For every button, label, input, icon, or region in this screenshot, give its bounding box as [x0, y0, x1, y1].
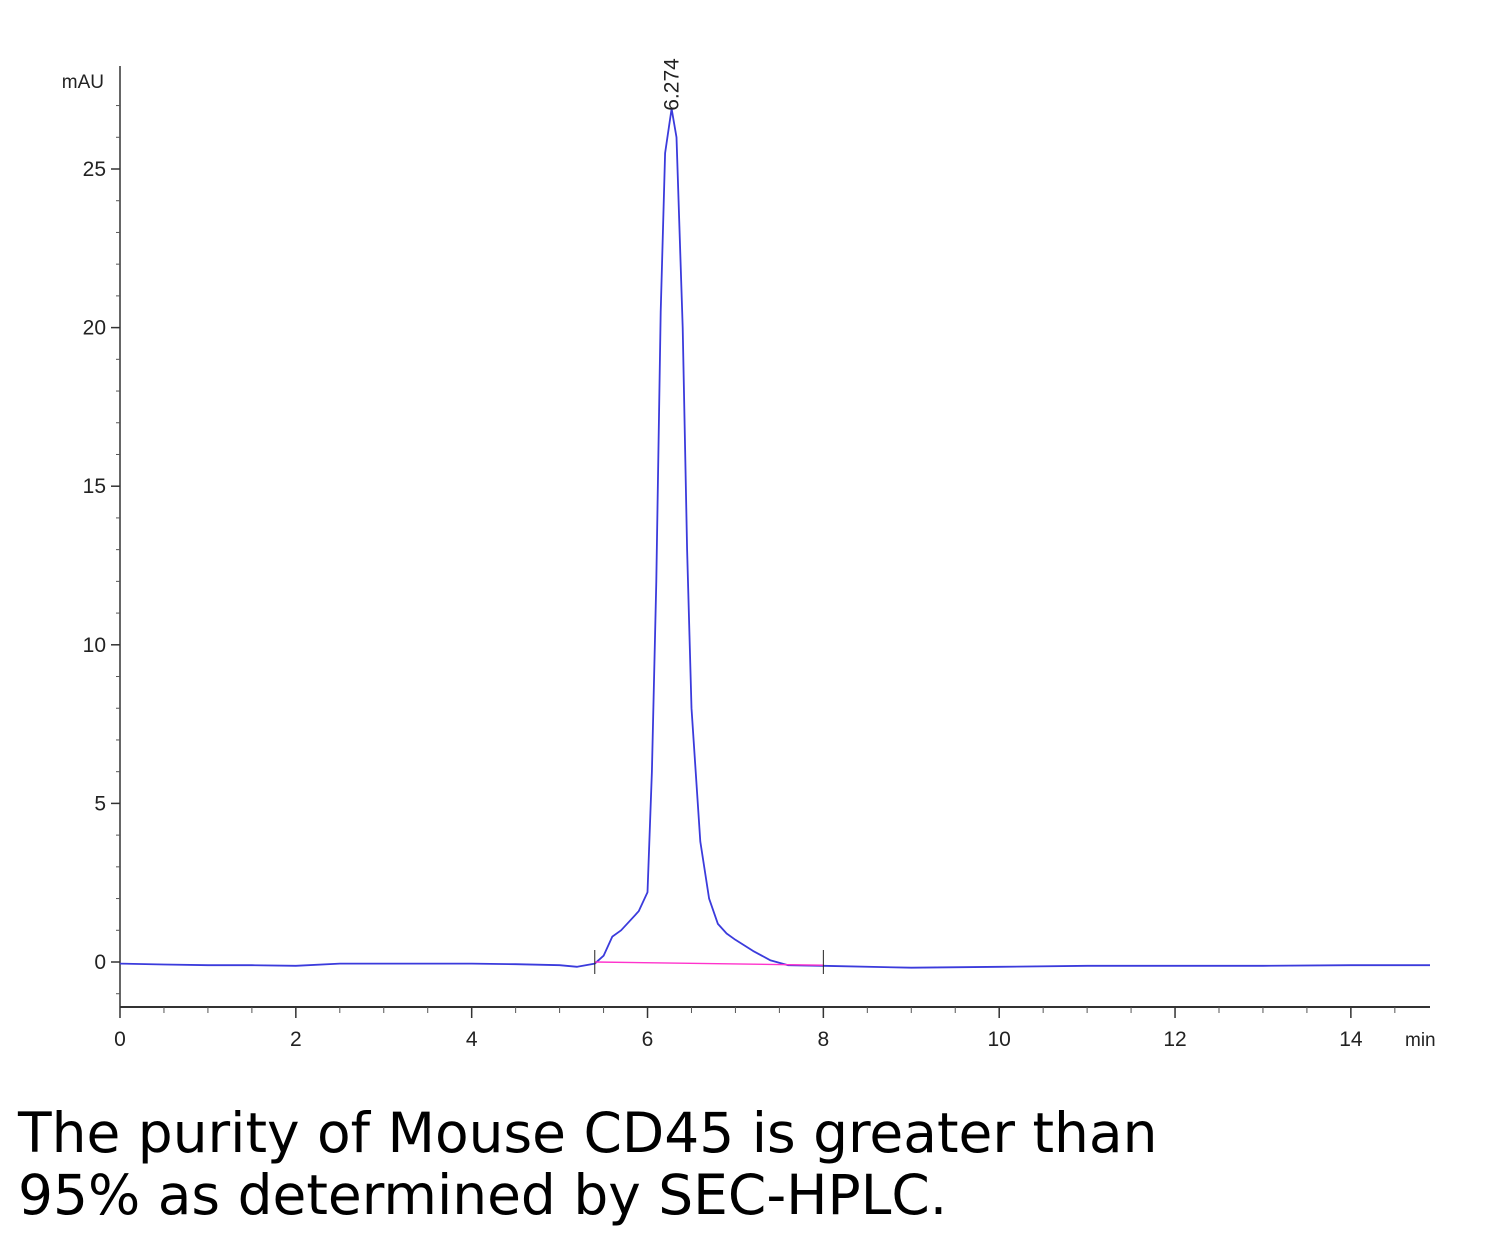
y-tick-label: 10 [83, 634, 106, 657]
x-tick-label: 8 [818, 1028, 830, 1051]
x-tick-label: 2 [290, 1028, 302, 1051]
x-tick-label: 0 [114, 1028, 126, 1051]
x-tick-label: 14 [1339, 1028, 1363, 1051]
chromatogram-chart: 0 5 10 15 20 25 mAU 0 2 4 6 8 10 12 14 min 6.274 [62, 58, 1436, 1051]
peak-retention-label: 6.274 [661, 58, 684, 111]
baseline-trace [594, 961, 824, 966]
chart-series [119, 107, 1430, 969]
y-tick-label: 5 [94, 792, 106, 815]
figure-caption: The purity of Mouse CD45 is greater than… [18, 1102, 1478, 1226]
y-tick-label: 15 [83, 475, 106, 498]
x-unit-label: min [1405, 1030, 1436, 1051]
y-tick-label: 20 [83, 317, 106, 340]
caption-line-2: 95% as determined by SEC-HPLC. [18, 1163, 948, 1227]
chart-annotations: 6.274 [594, 58, 824, 974]
y-tick-label: 0 [94, 951, 106, 974]
x-tick-label: 10 [988, 1028, 1011, 1051]
y-unit-label: mAU [62, 72, 104, 93]
chart-axes: 0 5 10 15 20 25 mAU 0 2 4 6 8 10 12 14 min [62, 66, 1436, 1051]
caption-line-1: The purity of Mouse CD45 is greater than [18, 1101, 1158, 1165]
x-tick-label: 6 [642, 1028, 654, 1051]
y-tick-label: 25 [83, 158, 106, 181]
chromatogram-trace [119, 107, 1430, 969]
x-tick-label: 4 [466, 1028, 478, 1051]
x-tick-label: 12 [1163, 1028, 1186, 1051]
